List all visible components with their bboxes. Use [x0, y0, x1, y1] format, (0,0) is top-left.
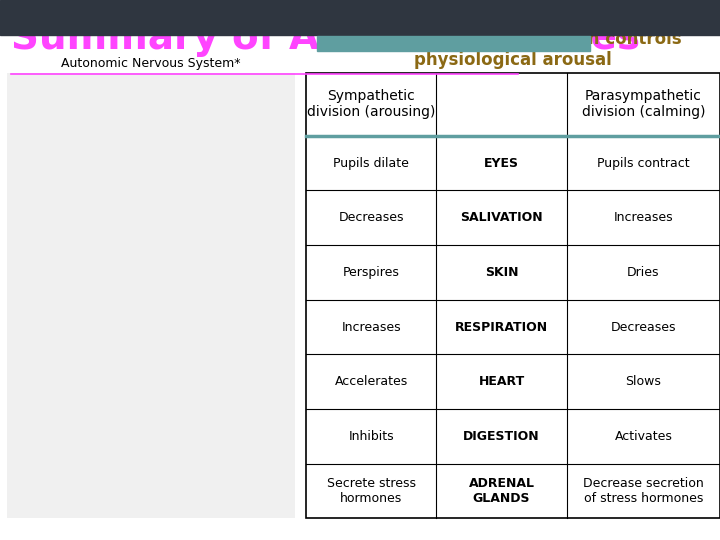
Text: Increases: Increases [341, 321, 401, 334]
Text: SALIVATION: SALIVATION [460, 211, 543, 224]
Text: Slows: Slows [626, 375, 662, 388]
Text: Activates: Activates [614, 430, 672, 443]
Text: Accelerates: Accelerates [335, 375, 408, 388]
Text: Pupils dilate: Pupils dilate [333, 157, 409, 170]
Text: Summary of ANS differences: Summary of ANS differences [11, 19, 640, 57]
Text: RESPIRATION: RESPIRATION [455, 321, 548, 334]
Text: Dries: Dries [627, 266, 660, 279]
Bar [306, 73, 720, 518]
Text: Decrease secretion
of stress hormones: Decrease secretion of stress hormones [583, 477, 703, 505]
Text: Secrete stress
hormones: Secrete stress hormones [327, 477, 415, 505]
Text: Decreases: Decreases [611, 321, 676, 334]
Text: SKIN: SKIN [485, 266, 518, 279]
Text: EYES: EYES [484, 157, 519, 170]
Text: Autonomic Nervous System*: Autonomic Nervous System* [61, 57, 241, 70]
Text: Autonomic nervous system controls
physiological arousal: Autonomic nervous system controls physio… [345, 30, 681, 69]
Text: Pupils contract: Pupils contract [597, 157, 690, 170]
Bar [7, 73, 295, 518]
Text: HEART: HEART [479, 375, 525, 388]
Text: Parasympathetic
division (calming): Parasympathetic division (calming) [582, 89, 705, 119]
Text: Inhibits: Inhibits [348, 430, 394, 443]
Text: ADRENAL
GLANDS: ADRENAL GLANDS [469, 477, 535, 505]
Text: Perspires: Perspires [343, 266, 400, 279]
Text: DIGESTION: DIGESTION [463, 430, 540, 443]
Text: Decreases: Decreases [338, 211, 404, 224]
Text: Increases: Increases [613, 211, 673, 224]
Text: Sympathetic
division (arousing): Sympathetic division (arousing) [307, 89, 436, 119]
